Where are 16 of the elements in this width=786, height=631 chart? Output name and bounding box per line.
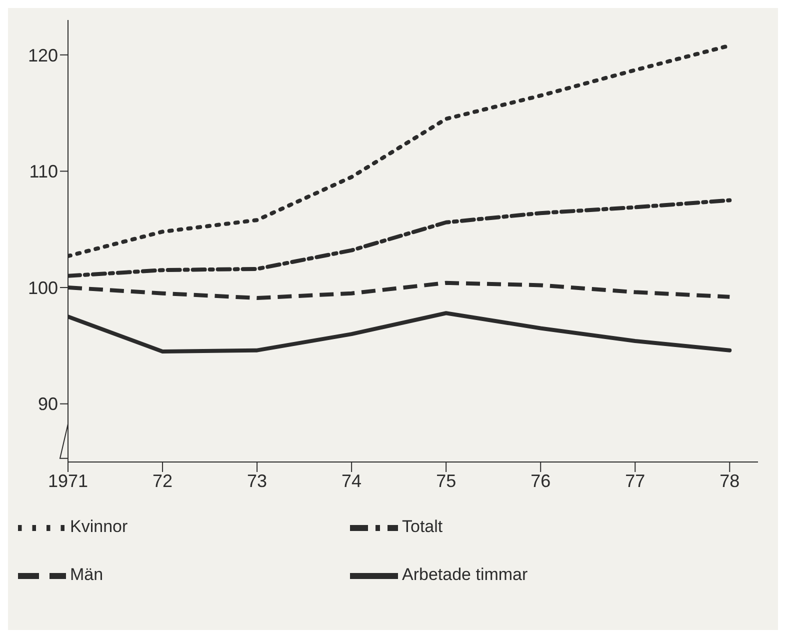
legend-label: Män — [70, 565, 104, 586]
x-tick-label: 75 — [436, 470, 456, 491]
x-tick-label: 73 — [247, 470, 268, 491]
x-tick-label: 77 — [625, 470, 646, 491]
legend-label: Totalt — [402, 517, 444, 538]
legend-label: Kvinnor — [70, 517, 129, 538]
x-tick-label: 72 — [152, 470, 173, 491]
x-tick-label: 76 — [530, 470, 551, 491]
x-tick-label: 78 — [720, 470, 740, 491]
y-tick-label: 120 — [28, 45, 58, 66]
legend-label: Arbetade timmar — [402, 565, 529, 586]
x-tick-label: 1971 — [48, 470, 88, 491]
x-tick-label: 74 — [342, 470, 362, 491]
y-tick-label: 100 — [28, 278, 58, 298]
y-tick-label: 90 — [38, 394, 58, 414]
y-tick-label: 110 — [29, 162, 58, 182]
